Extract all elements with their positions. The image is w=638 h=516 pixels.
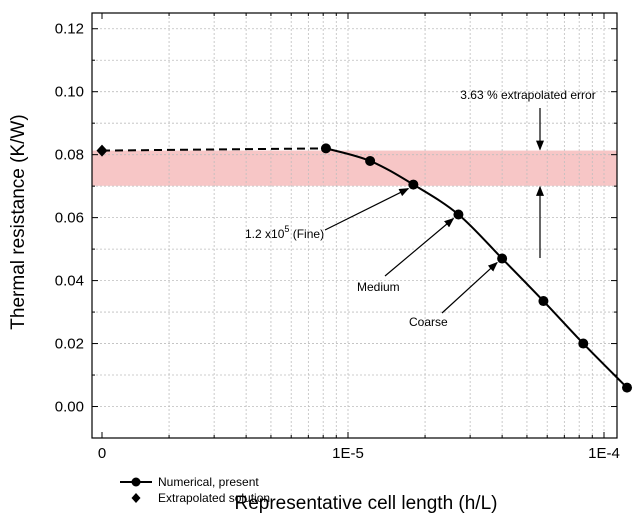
annotation-fine-exponent: 5: [284, 224, 289, 234]
data-point-numerical: [453, 209, 464, 220]
data-point-extrapolated: [96, 144, 108, 157]
y-tick-label: 0.00: [55, 399, 84, 416]
extrapolation-dashed-line: [101, 147, 326, 152]
legend-label-extrapolated: Extrapolated solution: [158, 491, 270, 505]
plot-frame: [91, 12, 618, 439]
data-point-numerical: [408, 179, 419, 190]
plot-area: [96, 108, 633, 393]
annotation-medium: Medium: [357, 280, 400, 294]
legend-marker-extrapolated: [131, 493, 141, 503]
legend-label-numerical: Numerical, present: [158, 475, 259, 489]
annotation-fine-base: 1.2 x10: [245, 227, 285, 241]
y-tick-label: 0.10: [55, 84, 84, 101]
medium-arrow: [384, 217, 455, 277]
legend-marker-numerical: [131, 477, 141, 487]
data-point-numerical: [578, 338, 589, 349]
annotation-fine: 1.2 x105 (Fine): [245, 224, 324, 241]
y-tick-label: 0.06: [55, 210, 84, 227]
annotations: 3.63 % extrapolated error 1.2 x105 (Fine…: [245, 88, 596, 329]
data-point-numerical: [497, 253, 508, 264]
data-point-numerical: [365, 155, 376, 166]
fine-arrow: [324, 188, 410, 231]
annotation-fine-suffix: (Fine): [289, 227, 324, 241]
tick-labels: 0.00 0.02 0.04 0.06 0.08 0.10 0.12 0 1E-5 1E-4: [55, 21, 620, 462]
y-tick-label: 0.12: [55, 21, 84, 38]
data-point-numerical: [320, 143, 331, 154]
data-point-numerical: [538, 296, 549, 307]
x-tick-label: 1E-4: [588, 445, 620, 462]
ticks: [92, 13, 617, 438]
coarse-arrow: [441, 261, 498, 314]
x-tick-label: 1E-5: [332, 445, 364, 462]
annotation-coarse: Coarse: [409, 315, 448, 329]
data-point-numerical: [622, 382, 633, 393]
y-tick-label: 0.02: [55, 336, 84, 353]
y-tick-label: 0.04: [55, 273, 84, 290]
grid: [92, 13, 617, 438]
annotation-error: 3.63 % extrapolated error: [460, 88, 595, 102]
y-tick-label: 0.08: [55, 147, 84, 164]
x-tick-label: 0: [98, 445, 106, 462]
x-axis-title: Representative cell length (h/L): [235, 493, 498, 514]
y-axis-title: Thermal resistance (K/W): [8, 114, 29, 329]
legend: Numerical, present Extrapolated solution: [120, 475, 270, 505]
